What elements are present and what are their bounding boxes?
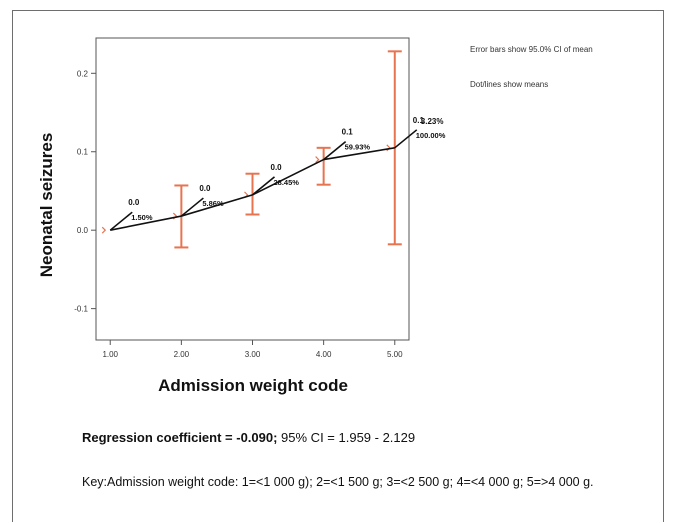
mean-marker: [315, 156, 320, 164]
y-tick-label: -0.1: [74, 305, 88, 314]
y-tick-label: 0.1: [77, 148, 89, 157]
mean-tick-line: [251, 176, 276, 196]
y-tick-label: 0.0: [77, 226, 89, 235]
x-tick-label: 3.00: [245, 350, 261, 359]
data-labels: 0.0 1.50% 0.0 5.86% 0.0 28.45% 0.1 59.93% 0.1 100…: [128, 116, 445, 222]
mean-label: 0.0: [271, 163, 283, 172]
percent-label: 1.50%: [131, 213, 153, 222]
percent-label: 59.93%: [345, 143, 371, 152]
mean-tick-line: [323, 140, 347, 161]
x-tick-label: 4.00: [316, 350, 332, 359]
percent-label: 5.86%: [202, 199, 224, 208]
percent-label: 28.45%: [274, 178, 300, 187]
y-axis-label: Neonatal seizures: [37, 133, 56, 278]
mean-lines: [109, 129, 418, 231]
mean-line-segment: [323, 147, 395, 161]
dot-lines-note: Dot/lines show means: [470, 80, 549, 89]
mean-line-segment: [110, 215, 182, 231]
chart: 1.00 2.00 3.00 4.00 5.00 -0.1 0.0 0.1 0.2 0.0 1.5…: [37, 37, 446, 395]
x-axis-label: Admission weight code: [158, 376, 348, 395]
mean-marker: [101, 226, 107, 234]
figure-frame: [12, 10, 664, 522]
mean-label: 0.1: [413, 116, 425, 125]
axis-ticks: 1.00 2.00 3.00 4.00 5.00 -0.1 0.0 0.1 0.2: [74, 69, 403, 359]
x-tick-label: 5.00: [387, 350, 403, 359]
percent-label: 100.00%: [416, 131, 446, 140]
x-tick-label: 2.00: [174, 350, 190, 359]
mean-label: 0.1: [342, 128, 354, 137]
error-bar-note: Error bars show 95.0% CI of mean: [470, 45, 593, 54]
mean-marker: [386, 144, 391, 152]
mean-tick-line: [180, 197, 204, 217]
regression-coefficient: Regression coefficient = -0.090;: [82, 430, 278, 445]
mean-tick-line: [109, 211, 133, 231]
mean-line-segment: [252, 158, 324, 196]
regression-text: Regression coefficient = -0.090; 95% CI …: [82, 430, 415, 445]
y-tick-label: 0.2: [77, 69, 89, 78]
extra-percent-label: 3.23%: [421, 117, 444, 126]
x-tick-label: 1.00: [102, 350, 118, 359]
mean-line-segment: [181, 194, 253, 217]
mean-label: 0.0: [128, 198, 140, 207]
regression-ci: 95% CI = 1.959 - 2.129: [277, 430, 416, 445]
mean-tick-line: [394, 129, 418, 149]
weight-code-key: Key:Admission weight code: 1=<1 000 g); …: [82, 475, 594, 489]
mean-label: 0.0: [199, 184, 211, 193]
